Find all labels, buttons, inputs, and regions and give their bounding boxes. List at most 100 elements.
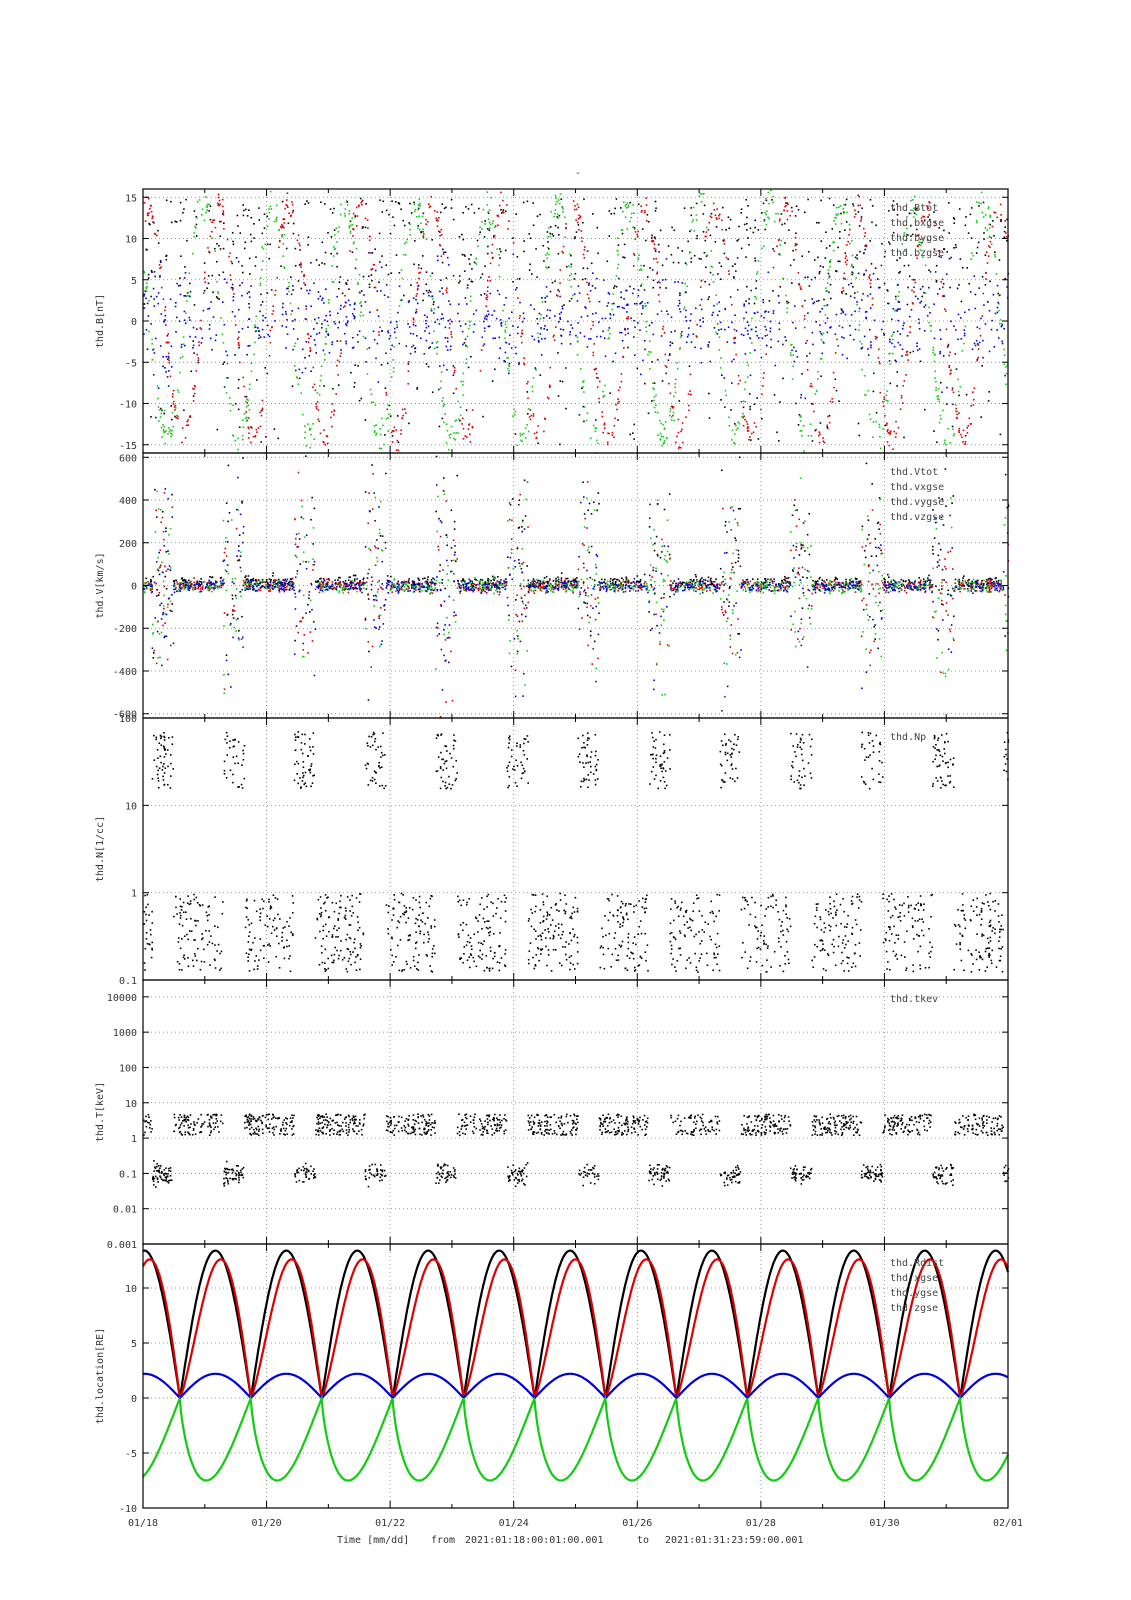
data-point bbox=[801, 566, 804, 569]
data-point bbox=[319, 578, 321, 580]
data-point bbox=[285, 311, 287, 313]
data-point bbox=[639, 268, 642, 270]
data-point bbox=[867, 519, 870, 521]
data-point bbox=[984, 323, 987, 325]
data-point bbox=[508, 365, 511, 368]
data-point bbox=[785, 204, 787, 207]
data-point bbox=[236, 214, 239, 217]
data-point bbox=[248, 306, 251, 309]
data-point bbox=[395, 254, 398, 256]
data-point bbox=[183, 208, 185, 210]
data-point bbox=[895, 298, 897, 300]
data-point bbox=[193, 235, 195, 238]
data-point bbox=[777, 239, 780, 242]
data-point bbox=[978, 327, 981, 330]
data-point bbox=[824, 257, 827, 259]
data-point bbox=[309, 289, 311, 292]
data-point bbox=[947, 427, 949, 430]
data-point bbox=[504, 210, 507, 213]
data-point bbox=[668, 354, 671, 356]
data-point bbox=[657, 280, 660, 283]
data-point bbox=[499, 257, 501, 259]
data-point bbox=[801, 305, 804, 307]
data-point bbox=[960, 338, 963, 340]
data-point bbox=[473, 212, 476, 214]
data-point bbox=[723, 252, 726, 255]
data-point bbox=[856, 254, 858, 256]
data-point bbox=[828, 291, 830, 294]
data-point bbox=[669, 595, 671, 598]
data-point bbox=[582, 481, 584, 483]
data-point bbox=[930, 324, 932, 327]
data-point bbox=[422, 255, 424, 257]
data-point bbox=[148, 299, 150, 302]
data-point bbox=[291, 203, 294, 206]
data-point bbox=[427, 365, 430, 368]
data-point bbox=[742, 416, 744, 419]
data-point bbox=[619, 386, 621, 389]
data-point bbox=[430, 309, 433, 312]
data-point bbox=[673, 229, 676, 232]
data-point bbox=[491, 314, 494, 316]
data-point bbox=[784, 205, 786, 208]
data-point bbox=[764, 581, 766, 584]
data-point bbox=[751, 342, 753, 344]
data-point bbox=[839, 582, 841, 584]
data-point bbox=[860, 220, 862, 222]
data-point bbox=[993, 211, 995, 213]
data-point bbox=[871, 483, 873, 485]
data-point bbox=[944, 565, 946, 568]
data-point bbox=[321, 262, 323, 264]
data-point bbox=[943, 229, 945, 232]
data-point bbox=[219, 248, 222, 250]
data-point bbox=[289, 302, 292, 305]
data-point bbox=[694, 346, 696, 349]
data-point bbox=[815, 321, 817, 323]
data-point bbox=[347, 579, 350, 581]
data-point bbox=[436, 255, 439, 257]
data-point bbox=[407, 301, 410, 303]
data-point bbox=[559, 316, 561, 319]
data-point bbox=[906, 216, 908, 218]
data-point bbox=[681, 422, 684, 424]
data-point bbox=[360, 202, 362, 204]
data-point bbox=[675, 378, 677, 381]
data-point bbox=[425, 289, 428, 292]
data-point bbox=[843, 337, 845, 339]
data-point bbox=[731, 568, 733, 571]
data-point bbox=[383, 443, 385, 446]
data-point bbox=[291, 577, 294, 580]
data-point bbox=[629, 220, 631, 223]
data-point bbox=[407, 363, 410, 365]
data-point bbox=[217, 202, 219, 205]
data-point bbox=[588, 284, 590, 286]
data-point bbox=[471, 426, 474, 429]
data-point bbox=[800, 430, 803, 432]
data-point bbox=[963, 575, 965, 577]
data-point bbox=[453, 615, 455, 617]
data-point bbox=[362, 578, 364, 581]
data-point bbox=[670, 580, 672, 582]
y-tick-label: -5 bbox=[125, 358, 137, 369]
data-point bbox=[294, 554, 297, 557]
data-point bbox=[498, 264, 500, 267]
data-point bbox=[575, 334, 577, 337]
data-point bbox=[270, 289, 273, 291]
data-point bbox=[446, 337, 449, 339]
data-point bbox=[267, 590, 270, 592]
data-point bbox=[520, 335, 522, 338]
data-point bbox=[517, 326, 519, 328]
data-point bbox=[518, 526, 521, 529]
data-point bbox=[905, 239, 907, 241]
data-point bbox=[852, 203, 854, 205]
data-point bbox=[967, 582, 970, 584]
data-point bbox=[571, 327, 574, 329]
data-point bbox=[516, 546, 519, 549]
data-point bbox=[914, 295, 917, 298]
data-point bbox=[298, 242, 300, 245]
data-point bbox=[640, 269, 643, 271]
data-point bbox=[317, 297, 320, 300]
data-point bbox=[709, 589, 711, 591]
data-point bbox=[921, 220, 923, 222]
data-point bbox=[577, 217, 580, 220]
